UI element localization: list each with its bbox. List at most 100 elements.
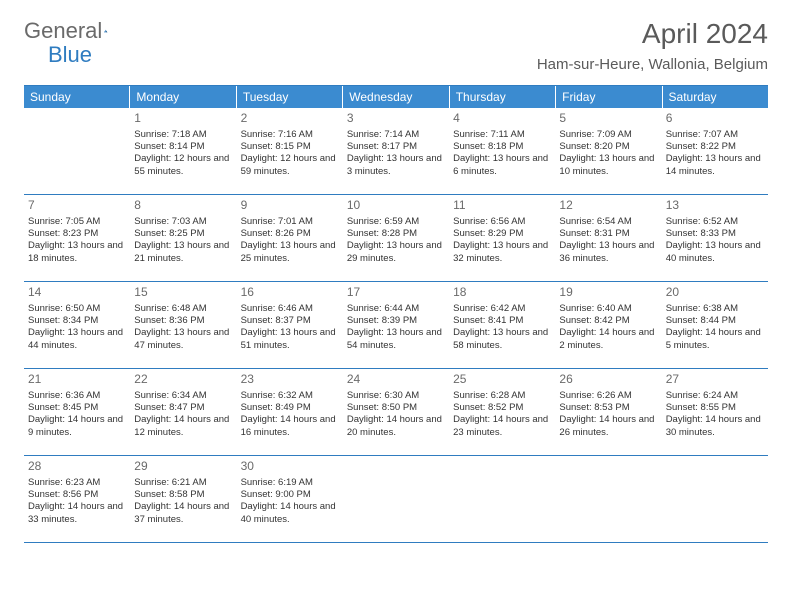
day-number: 17 (347, 285, 445, 301)
day-cell: 15Sunrise: 6:48 AMSunset: 8:36 PMDayligh… (130, 282, 236, 368)
day-header-mon: Monday (130, 86, 236, 108)
sunset-text: Sunset: 8:17 PM (347, 141, 445, 153)
day-cell: 28Sunrise: 6:23 AMSunset: 8:56 PMDayligh… (24, 456, 130, 542)
sunset-text: Sunset: 8:42 PM (559, 315, 657, 327)
daylight-text: Daylight: 14 hours and 33 minutes. (28, 501, 126, 526)
sunset-text: Sunset: 8:14 PM (134, 141, 232, 153)
sunset-text: Sunset: 8:22 PM (666, 141, 764, 153)
day-cell: 26 Sunrise: 6:26 AMSunset: 8:53 PMDayligh… (555, 369, 661, 455)
sunset-text: Sunset: 8:18 PM (453, 141, 551, 153)
sunset-text: Sunset: 8:28 PM (347, 228, 445, 240)
sunset-text: Sunset: 8:36 PM (134, 315, 232, 327)
sunset-text: Sunset: 8:39 PM (347, 315, 445, 327)
day-header-wed: Wednesday (343, 86, 449, 108)
day-cell: 11 Sunrise: 6:56 AMSunset: 8:29 PMDayligh… (449, 195, 555, 281)
day-number: 4 (453, 111, 551, 127)
day-cell: 19Sunrise: 6:40 AMSunset: 8:42 PMDayligh… (555, 282, 661, 368)
week-row: 7Sunrise: 7:05 AMSunset: 8:23 PMDaylight… (24, 195, 768, 282)
day-number: 28 (28, 459, 126, 475)
day-cell: 14Sunrise: 6:50 AMSunset: 8:34 PMDayligh… (24, 282, 130, 368)
daylight-text: Daylight: 13 hours and 40 minutes. (666, 240, 764, 265)
month-title: April 2024 (537, 18, 768, 50)
daylight-text: Daylight: 13 hours and 10 minutes. (559, 153, 657, 178)
day-number: 7 (28, 198, 126, 214)
day-cell: 16Sunrise: 6:46 AMSunset: 8:37 PMDayligh… (237, 282, 343, 368)
daylight-text: Daylight: 13 hours and 51 minutes. (241, 327, 339, 352)
day-cell: 30Sunrise: 6:19 AMSunset: 9:00 PMDayligh… (237, 456, 343, 542)
day-number: 30 (241, 459, 339, 475)
daylight-text: Daylight: 13 hours and 29 minutes. (347, 240, 445, 265)
day-cell (343, 456, 449, 542)
day-cell: 21Sunrise: 6:36 AMSunset: 8:45 PMDayligh… (24, 369, 130, 455)
sunrise-text: Sunrise: 6:52 AM (666, 216, 764, 228)
day-cell: 18Sunrise: 6:42 AMSunset: 8:41 PMDayligh… (449, 282, 555, 368)
sunrise-text: Sunrise: 6:28 AM (453, 390, 551, 402)
sunrise-text: Sunrise: 6:59 AM (347, 216, 445, 228)
sunset-text: Sunset: 8:53 PM (559, 402, 657, 414)
daylight-text: Daylight: 14 hours and 26 minutes. (559, 414, 657, 439)
sunset-text: Sunset: 8:52 PM (453, 402, 551, 414)
sunrise-text: Sunrise: 6:46 AM (241, 303, 339, 315)
day-number: 20 (666, 285, 764, 301)
sunset-text: Sunset: 8:49 PM (241, 402, 339, 414)
daylight-text: Daylight: 12 hours and 59 minutes. (241, 153, 339, 178)
day-header-sun: Sunday (24, 86, 130, 108)
day-cell (24, 108, 130, 194)
logo-sail-icon (104, 23, 108, 39)
sunrise-text: Sunrise: 6:44 AM (347, 303, 445, 315)
day-number: 15 (134, 285, 232, 301)
day-number: 8 (134, 198, 232, 214)
sunrise-text: Sunrise: 6:26 AM (559, 390, 657, 402)
daylight-text: Daylight: 13 hours and 54 minutes. (347, 327, 445, 352)
sunrise-text: Sunrise: 6:56 AM (453, 216, 551, 228)
daylight-text: Daylight: 14 hours and 40 minutes. (241, 501, 339, 526)
day-number: 10 (347, 198, 445, 214)
day-number: 29 (134, 459, 232, 475)
day-number: 2 (241, 111, 339, 127)
daylight-text: Daylight: 14 hours and 9 minutes. (28, 414, 126, 439)
daylight-text: Daylight: 13 hours and 36 minutes. (559, 240, 657, 265)
day-number: 11 (453, 198, 551, 214)
sunrise-text: Sunrise: 7:01 AM (241, 216, 339, 228)
day-cell: 10 Sunrise: 6:59 AMSunset: 8:28 PMDayligh… (343, 195, 449, 281)
day-cell: 3Sunrise: 7:14 AMSunset: 8:17 PMDaylight… (343, 108, 449, 194)
sunrise-text: Sunrise: 6:54 AM (559, 216, 657, 228)
sunrise-text: Sunrise: 6:30 AM (347, 390, 445, 402)
day-cell: 25Sunrise: 6:28 AMSunset: 8:52 PMDayligh… (449, 369, 555, 455)
day-cell: 22Sunrise: 6:34 AMSunset: 8:47 PMDayligh… (130, 369, 236, 455)
daylight-text: Daylight: 13 hours and 14 minutes. (666, 153, 764, 178)
daylight-text: Daylight: 13 hours and 32 minutes. (453, 240, 551, 265)
day-cell: 17 Sunrise: 6:44 AMSunset: 8:39 PMDayligh… (343, 282, 449, 368)
day-number: 24 (347, 372, 445, 388)
day-number: 14 (28, 285, 126, 301)
logo-text-general: General (24, 18, 102, 44)
week-row: 14Sunrise: 6:50 AMSunset: 8:34 PMDayligh… (24, 282, 768, 369)
calendar: Sunday Monday Tuesday Wednesday Thursday… (24, 85, 768, 543)
daylight-text: Daylight: 14 hours and 16 minutes. (241, 414, 339, 439)
sunset-text: Sunset: 8:41 PM (453, 315, 551, 327)
day-number: 26 (559, 372, 657, 388)
sunrise-text: Sunrise: 6:19 AM (241, 477, 339, 489)
logo: General Blue (24, 18, 128, 44)
sunrise-text: Sunrise: 6:48 AM (134, 303, 232, 315)
day-number: 16 (241, 285, 339, 301)
day-cell: 7Sunrise: 7:05 AMSunset: 8:23 PMDaylight… (24, 195, 130, 281)
week-row: 1Sunrise: 7:18 AMSunset: 8:14 PMDaylight… (24, 108, 768, 195)
sunrise-text: Sunrise: 6:36 AM (28, 390, 126, 402)
day-number: 3 (347, 111, 445, 127)
daylight-text: Daylight: 13 hours and 25 minutes. (241, 240, 339, 265)
day-number: 22 (134, 372, 232, 388)
sunset-text: Sunset: 8:29 PM (453, 228, 551, 240)
sunset-text: Sunset: 8:45 PM (28, 402, 126, 414)
sunrise-text: Sunrise: 6:38 AM (666, 303, 764, 315)
week-row: 28Sunrise: 6:23 AMSunset: 8:56 PMDayligh… (24, 456, 768, 543)
daylight-text: Daylight: 14 hours and 30 minutes. (666, 414, 764, 439)
sunset-text: Sunset: 8:26 PM (241, 228, 339, 240)
sunrise-text: Sunrise: 6:24 AM (666, 390, 764, 402)
day-header-sat: Saturday (663, 86, 768, 108)
daylight-text: Daylight: 14 hours and 20 minutes. (347, 414, 445, 439)
day-number: 12 (559, 198, 657, 214)
daylight-text: Daylight: 14 hours and 12 minutes. (134, 414, 232, 439)
sunset-text: Sunset: 8:31 PM (559, 228, 657, 240)
sunset-text: Sunset: 8:25 PM (134, 228, 232, 240)
